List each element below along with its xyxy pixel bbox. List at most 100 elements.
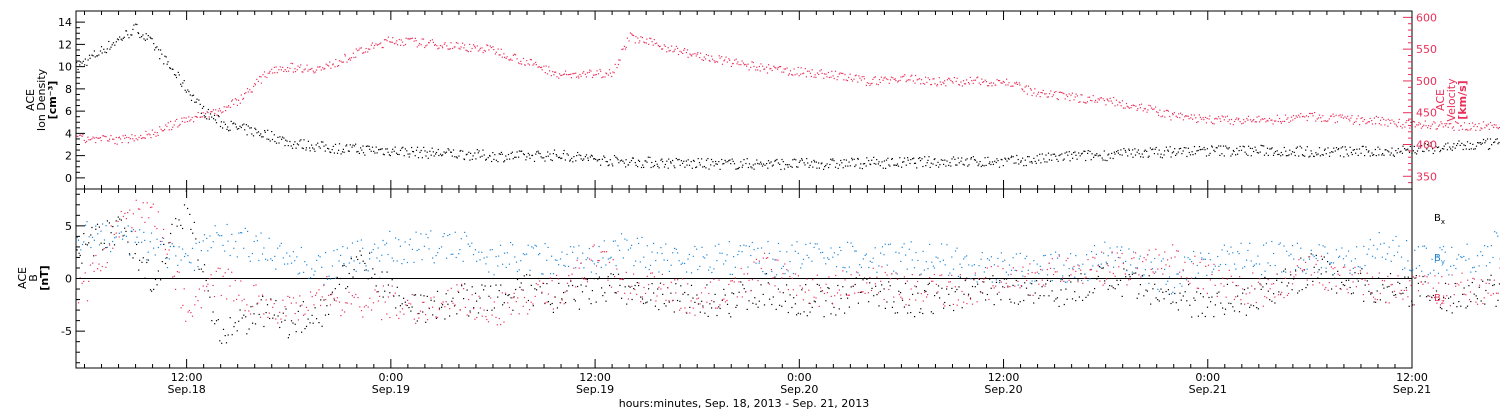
density-point xyxy=(673,165,674,166)
by-point xyxy=(587,257,588,258)
by-point xyxy=(104,239,105,240)
density-point xyxy=(1473,149,1474,150)
density-point xyxy=(1247,155,1248,156)
bz-point xyxy=(189,310,190,311)
velocity-point xyxy=(768,64,769,65)
velocity-point xyxy=(342,62,343,63)
bx-point xyxy=(209,297,210,298)
velocity-point xyxy=(1446,123,1447,124)
velocity-point xyxy=(1288,122,1289,123)
by-point xyxy=(1479,265,1480,266)
velocity-point xyxy=(1168,111,1169,112)
velocity-point xyxy=(1398,122,1399,123)
by-point xyxy=(948,275,949,276)
by-point xyxy=(689,254,690,255)
velocity-point xyxy=(726,57,727,58)
bz-point xyxy=(800,285,801,286)
density-point xyxy=(150,38,151,39)
velocity-point xyxy=(1374,118,1375,119)
bx-point xyxy=(141,262,142,263)
by-point xyxy=(1433,270,1434,271)
velocity-point xyxy=(502,57,503,58)
bz-point xyxy=(1285,278,1286,279)
bz-point xyxy=(1472,278,1473,279)
velocity-point xyxy=(979,83,980,84)
velocity-point xyxy=(1067,96,1068,97)
density-point xyxy=(1359,148,1360,149)
by-point xyxy=(861,267,862,268)
velocity-point xyxy=(1014,82,1015,83)
bz-point xyxy=(344,311,345,312)
bx-point xyxy=(359,250,360,251)
bx-point xyxy=(1368,291,1369,292)
velocity-point xyxy=(1183,119,1184,120)
density-point xyxy=(1104,150,1105,151)
bx-point xyxy=(773,296,774,297)
density-point xyxy=(1117,150,1118,151)
density-point xyxy=(582,160,583,161)
by-point xyxy=(213,241,214,242)
density-point xyxy=(1373,154,1374,155)
bx-point xyxy=(1278,291,1279,292)
bz-point xyxy=(238,295,239,296)
density-point xyxy=(122,40,123,41)
density-point xyxy=(288,145,289,146)
velocity-point xyxy=(248,91,249,92)
velocity-point xyxy=(205,113,206,114)
by-point xyxy=(426,234,427,235)
bz-point xyxy=(262,295,263,296)
velocity-point xyxy=(1143,110,1144,111)
density-point xyxy=(715,163,716,164)
density-point xyxy=(271,131,272,132)
bx-point xyxy=(189,214,190,215)
bz-point xyxy=(587,281,588,282)
velocity-point xyxy=(487,45,488,46)
bx-point xyxy=(378,291,379,292)
bx-point xyxy=(1244,289,1245,290)
velocity-point xyxy=(665,46,666,47)
density-point xyxy=(1204,147,1205,148)
by-point xyxy=(89,236,90,237)
density-point xyxy=(607,161,608,162)
velocity-point xyxy=(1385,120,1386,121)
density-point xyxy=(1029,161,1030,162)
bz-point xyxy=(786,269,787,270)
density-point xyxy=(230,130,231,131)
by-point xyxy=(662,253,663,254)
by-point xyxy=(158,247,159,248)
velocity-point xyxy=(1169,116,1170,117)
velocity-point xyxy=(868,83,869,84)
by-point xyxy=(755,263,756,264)
velocity-point xyxy=(848,77,849,78)
bx-point xyxy=(841,298,842,299)
by-point xyxy=(430,230,431,231)
bz-point xyxy=(151,207,152,208)
velocity-point xyxy=(1040,96,1041,97)
bx-point xyxy=(1455,283,1456,284)
bz-point xyxy=(1218,270,1219,271)
by-point xyxy=(393,260,394,261)
bz-point xyxy=(235,280,236,281)
bz-point xyxy=(139,209,140,210)
velocity-point xyxy=(686,52,687,53)
by-point xyxy=(117,225,118,226)
density-point xyxy=(206,118,207,119)
by-point xyxy=(924,270,925,271)
density-point xyxy=(781,159,782,160)
density-point xyxy=(1014,163,1015,164)
bx-point xyxy=(468,315,469,316)
density-point xyxy=(293,144,294,145)
by-point xyxy=(1188,257,1189,258)
density-point xyxy=(160,49,161,50)
velocity-point xyxy=(372,42,373,43)
bx-point xyxy=(989,279,990,280)
bx-point xyxy=(237,330,238,331)
bz-point xyxy=(606,251,607,252)
density-point xyxy=(148,35,149,36)
bz-point xyxy=(223,276,224,277)
bz-point xyxy=(500,324,501,325)
velocity-series xyxy=(76,32,1500,144)
velocity-point xyxy=(1024,91,1025,92)
by-point xyxy=(449,234,450,235)
density-point xyxy=(512,152,513,153)
